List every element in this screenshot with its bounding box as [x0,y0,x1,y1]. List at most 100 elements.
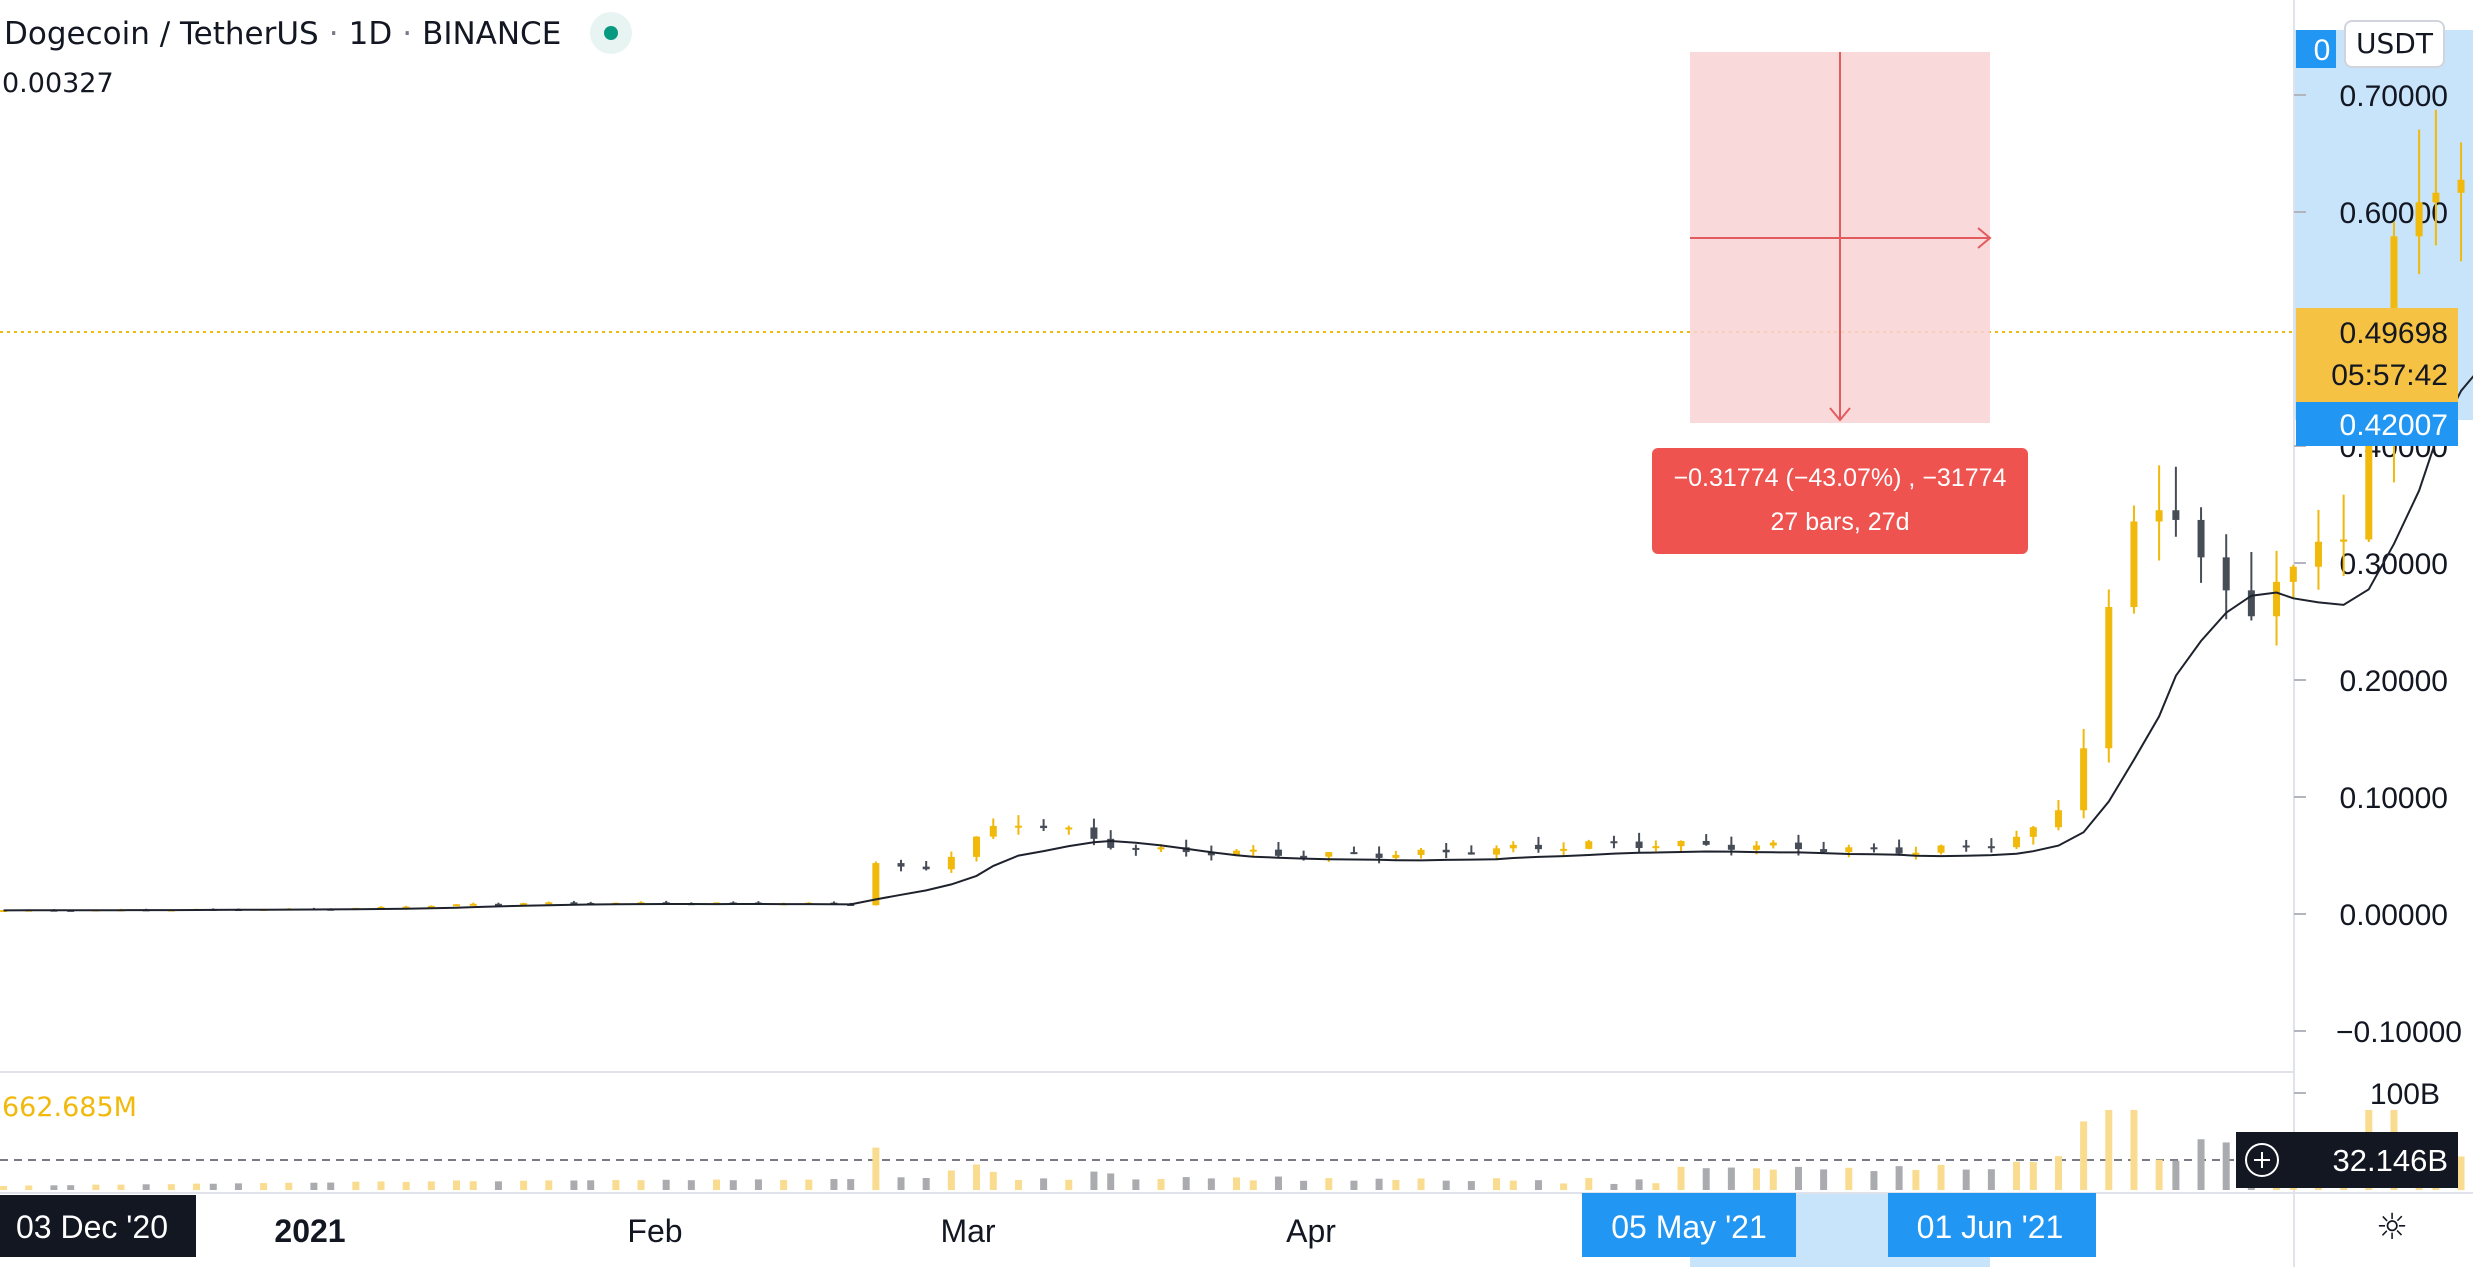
volume-bar [2080,1121,2088,1190]
volume-bar [713,1179,721,1190]
volume-bar [1509,1180,1517,1190]
marker-price-label [2296,402,2458,446]
candle-body [947,856,955,870]
range-start-date: 05 May '21 [1611,1209,1767,1245]
candle-body [570,902,578,905]
volume-bar [0,1186,8,1190]
candle-body [1652,846,1660,849]
candle-body [2172,510,2180,520]
volume-bar [1635,1179,1643,1190]
measure-tooltip: −0.31774 (−43.07%) , −31774 27 bars, 27d [1652,448,2028,554]
current-price-value: 0.49698 [2340,317,2448,350]
volume-bar [1090,1171,1098,1190]
volume-bar [1769,1169,1777,1190]
volume-bar [545,1180,553,1190]
volume-bar [453,1180,461,1190]
volume-bar [352,1181,360,1190]
legend-separator: · [402,16,413,52]
candle-body [1702,840,1710,845]
candle-body [1014,825,1022,828]
price-axis-top-marker [2296,30,2336,68]
candle-body [989,825,997,837]
volume-bar [67,1185,75,1190]
volume-bar [1274,1176,1282,1190]
currency-button[interactable]: USDT [2344,20,2445,68]
candle-body [1870,847,1878,850]
volume-bar [1107,1173,1115,1190]
candle-body [469,903,477,906]
candle-body [1392,854,1400,858]
range-end-date: 01 Jun '21 [1917,1209,2064,1245]
candle-body [1325,852,1333,857]
volume-bar [1677,1166,1685,1190]
volume-bar [830,1179,838,1190]
candle-body [1509,844,1517,849]
market-status-live-icon[interactable] [590,12,632,54]
volume-bar [1132,1179,1140,1190]
candle-body [1300,855,1308,858]
candle-body [2314,541,2322,567]
candle-body [377,906,385,909]
volume-bar [2457,1156,2465,1190]
price-tick-0.20000: 0.20000 [2340,665,2448,698]
volume-bar [2155,1159,2163,1190]
candle-body [2415,202,2423,237]
volume-bar [1937,1164,1945,1190]
time-tick-feb: Feb [627,1213,682,1249]
volume-bar [1157,1179,1165,1190]
candle-body [1987,846,1995,849]
candle-body [2105,607,2113,749]
candle-body [2029,827,2037,837]
volume-bar [402,1181,410,1190]
volume-crosshair-label [2236,1132,2458,1188]
candle-body [2197,519,2205,558]
volume-bar [1040,1178,1048,1190]
volume-bar [1610,1183,1618,1190]
volume-bar [1442,1180,1450,1190]
candle-body [1820,849,1828,852]
volume-bar [2029,1162,2037,1190]
volume-bar [1534,1180,1542,1190]
volume-bar [377,1181,385,1190]
volume-series [0,1110,2465,1190]
interval-label[interactable]: 1D [348,16,393,52]
range-start-label [1582,1193,1796,1257]
volume-bar [1207,1178,1215,1190]
candle-body [2340,539,2348,542]
legend-separator: · [328,16,339,52]
volume-bar [1820,1169,1828,1190]
sun-gear-icon[interactable]: ☼ [2375,1207,2409,1248]
price-range-measure[interactable] [1690,52,1992,423]
volume-bar [1912,1170,1920,1190]
volume-bar [1560,1183,1568,1190]
candle-body [1207,852,1215,856]
volume-bar [327,1182,335,1190]
price-axis-top-marker-text: 0 [2314,34,2331,67]
volume-bar [1392,1179,1400,1190]
candle-body [1912,852,1920,855]
candle-body [1493,848,1501,855]
measure-tooltip-line2: 27 bars, 27d [1771,508,1910,536]
volume-bar [494,1181,502,1190]
volume-bar [167,1184,175,1190]
candle-body [2365,436,2373,540]
plus-circle-icon[interactable] [2245,1143,2279,1177]
volume-bar [922,1177,930,1190]
symbol-name[interactable]: Dogecoin / TetherUS [4,16,319,52]
volume-bar [1753,1168,1761,1190]
volume-bar [729,1180,737,1190]
volume-bar [192,1183,200,1190]
marker-price-value: 0.42007 [2340,409,2448,442]
candle-body [1157,847,1165,850]
candle-body [2013,836,2021,848]
volume-bar [2222,1142,2230,1190]
candle-body [2130,521,2138,608]
price-tick-0.30000: 0.30000 [2340,548,2448,581]
candle-body [1677,840,1685,847]
time-cursor-label [0,1195,196,1257]
volume-bar [469,1181,477,1190]
time-tick-mar: Mar [940,1213,995,1249]
volume-bar [2197,1139,2205,1190]
symbol-legend[interactable]: Dogecoin / TetherUS · 1D · BINANCE [4,12,561,56]
